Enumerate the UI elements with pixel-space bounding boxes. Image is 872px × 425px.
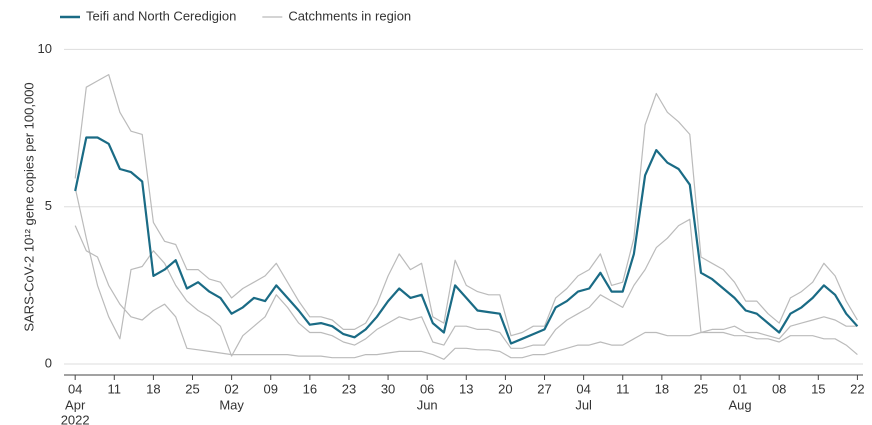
y-tick-label: 10 [38,41,52,56]
x-tick-label: 18 [146,381,160,396]
x-tick-label: 18 [655,381,669,396]
month-label: Jul [575,397,592,412]
x-tick-label: 27 [537,381,551,396]
x-tick-label: 01 [733,381,747,396]
legend-label: Teifi and North Ceredigion [86,8,236,23]
x-tick-label: 20 [498,381,512,396]
y-axis-label: SARS-CoV-2 10¹² gene copies per 100,000 [21,82,36,331]
x-tick-label: 02 [224,381,238,396]
y-tick-label: 0 [45,355,52,370]
month-label: Aug [729,397,752,412]
x-tick-label: 25 [694,381,708,396]
region-line [74,225,858,360]
x-tick-label: 08 [772,381,786,396]
month-label: May [219,397,244,412]
x-tick-label: 30 [381,381,395,396]
x-tick-label: 23 [342,381,356,396]
x-tick-label: 13 [459,381,473,396]
x-tick-label: 11 [616,381,630,396]
x-tick-label: 15 [811,381,825,396]
x-tick-label: 25 [185,381,199,396]
series-line [74,136,859,345]
year-label: 2022 [61,412,90,425]
region-line [74,74,858,337]
legend-label: Catchments in region [288,8,411,23]
x-tick-label: 04 [68,381,82,396]
x-tick-label: 06 [420,381,434,396]
x-tick-label: 09 [263,381,277,396]
region-line [74,187,858,357]
month-label: Apr [65,397,86,412]
x-tick-label: 11 [108,381,122,396]
month-label: Jun [417,397,438,412]
x-tick-label: 22 [850,381,864,396]
x-tick-label: 04 [576,381,590,396]
y-tick-label: 5 [45,198,52,213]
x-tick-label: 16 [303,381,317,396]
